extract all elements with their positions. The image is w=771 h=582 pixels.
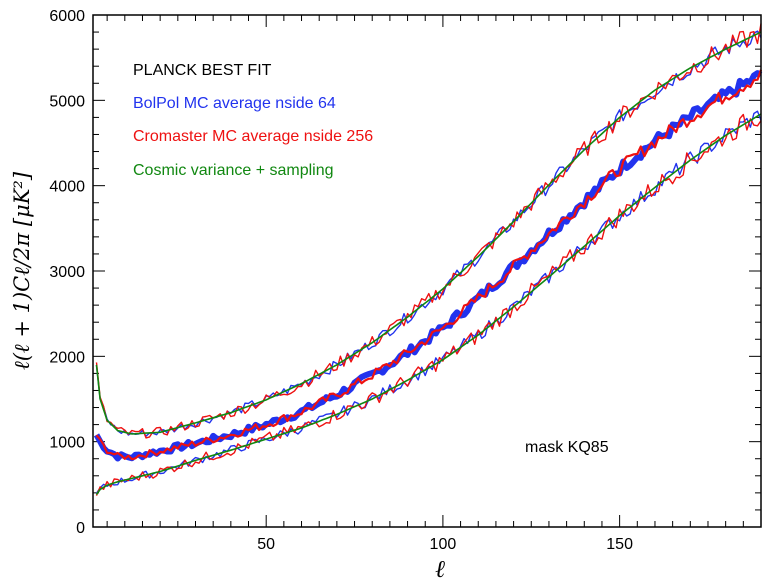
x-tick-label: 150: [606, 536, 633, 553]
y-tick-label: 3000: [49, 264, 85, 281]
legend-bolpol: BolPol MC average nside 64: [133, 95, 336, 112]
x-tick-label: 100: [430, 536, 457, 553]
y-tick-label: 0: [76, 520, 85, 537]
y-tick-label: 5000: [49, 93, 85, 110]
cromaster-line-upper: [95, 23, 762, 439]
mask-annotation: mask KQ85: [525, 439, 609, 456]
axis-ticks: [93, 15, 761, 527]
bolpol-line-upper: [95, 30, 762, 437]
cosmic-variance-line-lower: [95, 113, 762, 496]
y-tick-label: 2000: [49, 349, 85, 366]
y-axis-label: ℓ(ℓ + 1)Cℓ/2π [μK²]: [10, 171, 34, 370]
legend-cosmic-variance: Cosmic variance + sampling: [133, 162, 334, 179]
y-tick-label: 6000: [49, 8, 85, 25]
series-layer: [93, 23, 763, 496]
y-tick-label: 1000: [49, 435, 85, 452]
cromaster-line-lower: [95, 113, 762, 496]
x-axis-label: ℓ: [435, 555, 445, 582]
tick-labels: 50 100 150 0 1000 2000 3000 4000 5000 6000: [49, 8, 633, 553]
legend-planck-best-fit: PLANCK BEST FIT: [133, 62, 272, 79]
y-tick-label: 4000: [49, 179, 85, 196]
plot-frame: [92, 14, 762, 528]
legend-cromaster: Cromaster MC average nside 256: [133, 128, 373, 145]
cosmic-variance-line-upper: [95, 31, 762, 435]
x-tick-label: 50: [257, 536, 275, 553]
cromaster-line-mean: [95, 69, 763, 461]
